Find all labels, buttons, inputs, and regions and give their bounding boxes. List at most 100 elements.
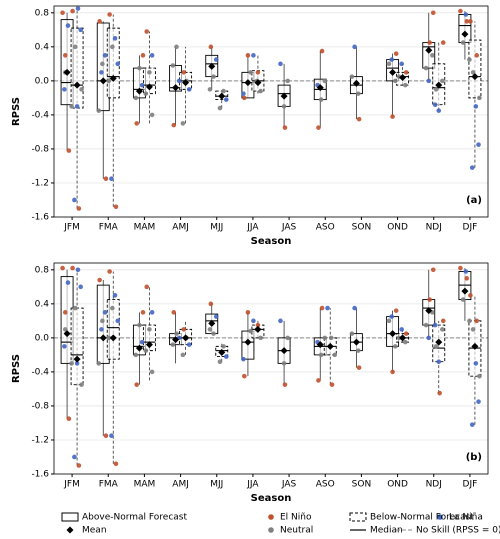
box — [468, 39, 482, 99]
point — [251, 53, 256, 58]
point — [181, 327, 187, 332]
y-tick-label: -0.8 — [31, 401, 49, 411]
point — [460, 297, 466, 302]
point — [74, 104, 80, 109]
legend-label: La Niña — [449, 513, 483, 523]
point — [282, 382, 288, 387]
y-tick-label: 0.8 — [35, 8, 50, 18]
point — [356, 365, 362, 370]
point — [332, 352, 338, 358]
point — [139, 339, 145, 345]
point — [147, 70, 152, 75]
point — [109, 176, 114, 182]
point — [62, 310, 68, 315]
point — [319, 48, 325, 54]
point — [174, 331, 179, 336]
point — [149, 53, 155, 58]
point — [99, 327, 104, 332]
point — [433, 87, 439, 92]
point — [477, 373, 482, 379]
point — [255, 322, 261, 328]
mean — [425, 46, 433, 54]
mean — [182, 334, 190, 342]
mean — [352, 338, 360, 346]
point — [60, 265, 65, 271]
mean — [461, 287, 469, 295]
point — [147, 327, 152, 332]
panel-label: (b) — [466, 452, 482, 463]
x-tick-label: NDJ — [426, 480, 442, 490]
point — [176, 78, 182, 84]
y-tick-label: -1.2 — [31, 435, 49, 445]
point — [137, 322, 142, 328]
x-tick-label: JFM — [63, 480, 80, 490]
point — [430, 267, 436, 273]
point — [282, 125, 288, 130]
x-axis-label: Season — [251, 236, 292, 247]
x-tick-label: JFM — [63, 223, 80, 233]
point — [96, 361, 102, 366]
point — [255, 70, 261, 75]
point — [62, 87, 67, 92]
legend-point — [268, 527, 274, 533]
point — [316, 378, 321, 383]
point — [79, 382, 84, 387]
point — [62, 53, 68, 58]
point — [318, 352, 324, 358]
point — [423, 65, 429, 71]
mean — [99, 77, 107, 85]
mean — [435, 81, 443, 89]
point — [139, 82, 145, 88]
x-tick-label: FMA — [99, 480, 119, 490]
point — [258, 88, 263, 94]
point — [110, 305, 115, 311]
point — [248, 328, 253, 334]
box — [106, 299, 120, 360]
point — [432, 102, 438, 107]
mean — [145, 83, 153, 91]
mean — [425, 307, 433, 315]
x-tick-label: JJA — [246, 480, 259, 490]
point — [464, 19, 470, 24]
point — [389, 314, 394, 319]
point — [476, 399, 481, 404]
point — [473, 104, 479, 109]
mean — [99, 334, 107, 342]
point — [349, 74, 355, 79]
point — [133, 352, 139, 358]
point — [181, 70, 187, 75]
point — [149, 112, 155, 118]
mean — [208, 62, 216, 70]
mean — [145, 341, 153, 349]
point — [66, 148, 72, 153]
mean — [389, 330, 397, 338]
mean — [182, 79, 190, 87]
point — [430, 10, 436, 16]
point — [207, 87, 213, 92]
x-tick-label: JAS — [281, 480, 297, 490]
point — [440, 40, 446, 45]
x-tick-label: MJJ — [210, 480, 223, 490]
point — [137, 65, 142, 71]
point — [134, 382, 140, 387]
point — [328, 335, 334, 341]
point — [258, 335, 263, 341]
point — [223, 97, 229, 102]
point — [72, 197, 77, 203]
point — [107, 269, 112, 274]
mean — [73, 81, 81, 89]
point — [170, 63, 176, 68]
y-tick-label: 0.0 — [35, 333, 50, 343]
y-axis-label: RPSS — [11, 97, 22, 126]
mean — [280, 92, 288, 100]
point — [180, 121, 186, 126]
point — [78, 27, 83, 33]
mean — [244, 338, 252, 346]
point — [60, 10, 65, 16]
x-tick-label: MJJ — [210, 223, 223, 233]
point — [278, 61, 283, 67]
point — [143, 348, 149, 353]
box — [70, 27, 84, 109]
point — [467, 57, 472, 62]
point — [389, 57, 394, 62]
